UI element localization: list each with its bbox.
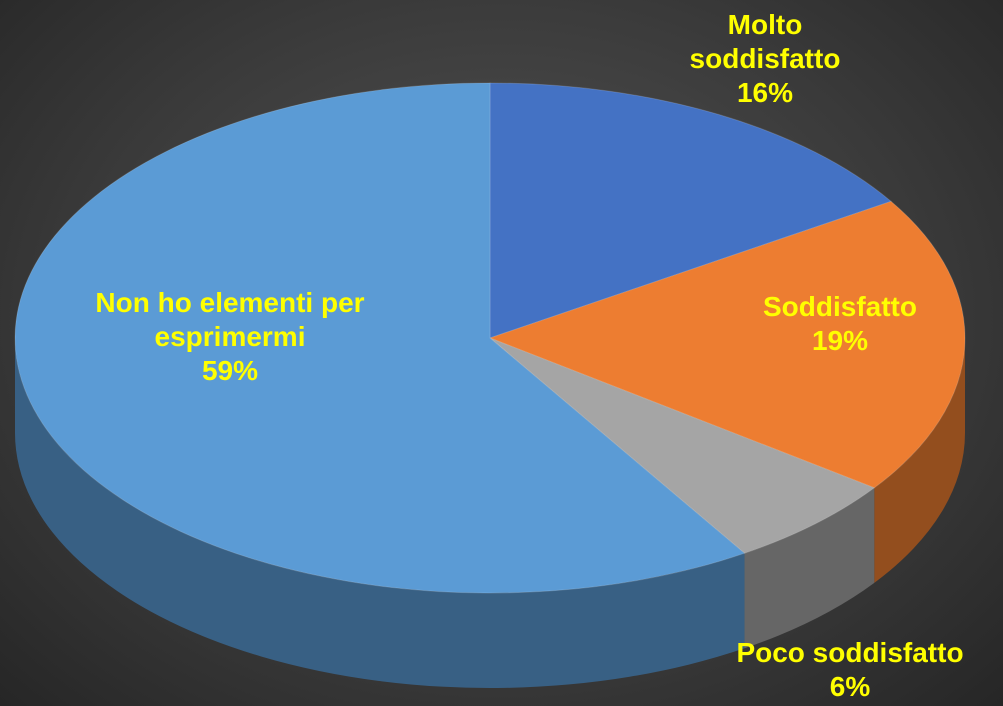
pie-slice bbox=[14, 82, 746, 594]
data-label: Molto soddisfatto 16% bbox=[655, 8, 875, 110]
value-label: 6% bbox=[829, 671, 871, 702]
category-label: Molto soddisfatto bbox=[689, 9, 841, 74]
category-label: Soddisfatto bbox=[763, 291, 917, 322]
pie-side bbox=[14, 338, 745, 689]
data-label: Poco soddisfatto 6% bbox=[690, 636, 1003, 704]
data-label: Non ho elementi per esprimermi 59% bbox=[30, 286, 430, 388]
pie-side bbox=[874, 338, 965, 583]
pie-side bbox=[744, 487, 875, 649]
value-label: 59% bbox=[201, 355, 259, 386]
value-label: 16% bbox=[736, 77, 794, 108]
category-label: Poco soddisfatto bbox=[736, 637, 964, 668]
category-label: Non ho elementi per esprimermi bbox=[95, 287, 365, 352]
pie-slice bbox=[488, 200, 966, 489]
value-label: 19% bbox=[811, 325, 869, 356]
pie-slice bbox=[489, 82, 893, 339]
pie-slice bbox=[489, 337, 876, 554]
data-label: Soddisfatto 19% bbox=[700, 290, 980, 358]
